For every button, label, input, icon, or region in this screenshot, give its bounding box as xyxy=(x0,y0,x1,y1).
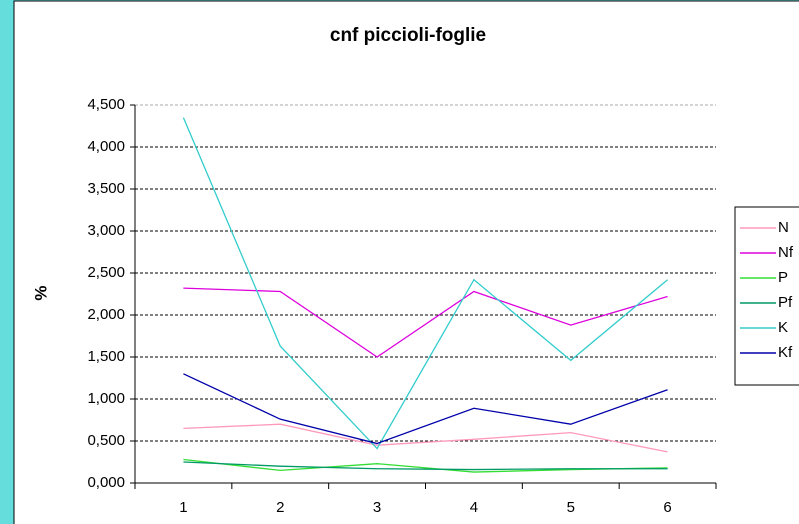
legend-label: P xyxy=(778,269,788,286)
y-tick-label: 0,000 xyxy=(87,474,125,491)
y-tick-label: 2,000 xyxy=(87,306,125,323)
chart-area xyxy=(13,0,799,524)
y-tick-label: 3,500 xyxy=(87,180,125,197)
legend-label: Nf xyxy=(778,244,794,261)
y-tick-label: 1,000 xyxy=(87,390,125,407)
legend-label: Kf xyxy=(778,344,793,361)
y-tick-label: 0,500 xyxy=(87,432,125,449)
x-tick-label: 2 xyxy=(276,499,284,516)
y-tick-label: 3,000 xyxy=(87,222,125,239)
x-tick-label: 1 xyxy=(179,499,187,516)
line xyxy=(182,117,668,450)
legend-box xyxy=(734,206,799,386)
x-tick-label: 6 xyxy=(663,499,671,516)
line xyxy=(183,373,668,445)
y-tick-label: 2,500 xyxy=(87,264,125,281)
legend-label: N xyxy=(778,219,789,236)
line xyxy=(183,423,668,453)
y-tick-label: 1,500 xyxy=(87,348,125,365)
x-tick-label: 3 xyxy=(373,499,381,516)
y-axis-label: % xyxy=(31,285,50,300)
line xyxy=(183,287,668,358)
x-tick-label: 5 xyxy=(567,499,575,516)
x-tick-label: 4 xyxy=(470,499,478,516)
line xyxy=(183,461,668,471)
y-tick-label: 4,500 xyxy=(87,96,125,113)
y-tick-label: 4,000 xyxy=(87,138,125,155)
chart-title: cnf piccioli-foglie xyxy=(330,25,486,46)
legend-label: Pf xyxy=(778,294,793,311)
legend-label: K xyxy=(778,319,788,336)
